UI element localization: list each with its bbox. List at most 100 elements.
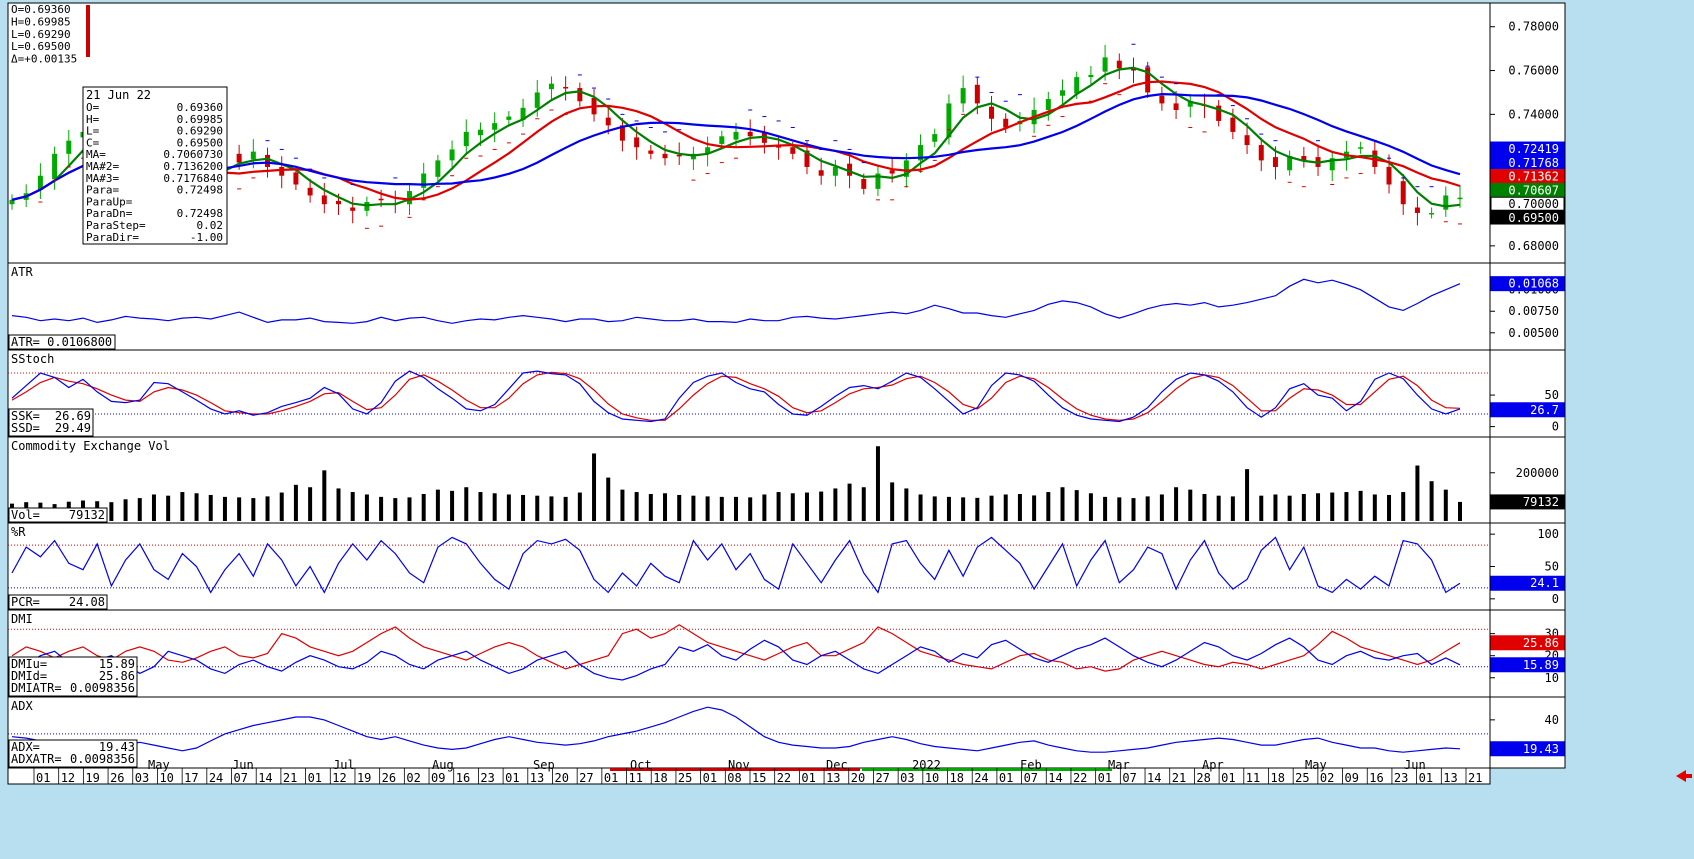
volume-bar — [961, 497, 966, 521]
time-day-label: 01 — [1098, 771, 1112, 785]
candle-body — [662, 153, 668, 159]
panel-plot-area — [7, 262, 1491, 351]
candle-body — [932, 134, 938, 142]
time-day-label: 01 — [801, 771, 815, 785]
time-month-label: Sep — [533, 758, 555, 772]
vol-readout-label: Vol= — [11, 508, 40, 522]
candle-body — [1173, 103, 1179, 110]
volume-bar — [790, 493, 795, 521]
candle-body — [1003, 118, 1009, 128]
value-tag — [1490, 169, 1565, 184]
info-box-value: 0.69500 — [177, 136, 223, 149]
time-day-label: 09 — [431, 771, 445, 785]
candle-body — [548, 83, 554, 90]
atr-line — [11, 278, 1461, 324]
time-day-label: 18 — [653, 771, 667, 785]
candle-body — [1457, 197, 1463, 200]
volume-bar — [1458, 501, 1462, 521]
time-day-label: 01 — [1419, 771, 1433, 785]
value-tag-label: 79132 — [1523, 495, 1559, 509]
time-day-label: 16 — [456, 771, 470, 785]
time-day-label: 02 — [406, 771, 420, 785]
volume-bar — [364, 494, 369, 521]
info-box-value: 0.69985 — [177, 113, 223, 126]
info-box-label: ParaDir= — [86, 231, 139, 244]
candle-body — [776, 146, 782, 148]
time-month-label: Mar — [1108, 758, 1130, 772]
sstoch-readout-value: 29.49 — [55, 421, 91, 435]
volume-bar — [293, 484, 298, 521]
time-day-label: 01 — [999, 771, 1013, 785]
candle-body — [1244, 135, 1250, 146]
value-tag-label: 0.71362 — [1508, 170, 1559, 184]
candle-body — [648, 150, 654, 154]
candle-body — [705, 147, 711, 154]
volume-bar — [1344, 492, 1349, 521]
dmi-readout-value: 15.89 — [99, 657, 135, 671]
volume-bar — [194, 493, 199, 521]
panel-plot-area — [7, 696, 1491, 769]
volume-bar — [875, 446, 880, 521]
dmi-readout-value: 25.86 — [99, 669, 135, 683]
volume-bar — [166, 495, 171, 521]
volume-bar — [535, 495, 540, 521]
time-day-label: 23 — [480, 771, 494, 785]
volume-bar — [435, 489, 440, 521]
time-axis-highlight — [610, 768, 860, 771]
value-tag-label: 0.01068 — [1508, 277, 1559, 291]
volume-bar — [1060, 487, 1065, 521]
candle-body — [250, 151, 256, 160]
candle-body — [1145, 67, 1151, 93]
time-day-label: 18 — [950, 771, 964, 785]
time-day-label: 12 — [61, 771, 75, 785]
panel-title: SStoch — [11, 352, 54, 366]
volume-bar — [237, 497, 242, 521]
volume-bar — [222, 496, 227, 521]
candle-body — [492, 123, 498, 130]
time-day-label: 01 — [505, 771, 519, 785]
ohlc-readout-line: L=0.69290 — [11, 28, 71, 41]
dmi-readout-label: DMIu= — [11, 657, 47, 671]
volume-bar — [393, 498, 398, 521]
candle-body — [307, 187, 313, 196]
time-day-label: 10 — [159, 771, 173, 785]
volume-bar — [648, 493, 653, 521]
volume-bar — [1259, 495, 1264, 521]
adx-readout-label: ADX= — [11, 740, 40, 754]
readout-box — [8, 507, 108, 523]
value-tag — [1490, 196, 1565, 211]
readout-box — [8, 594, 108, 610]
panel-title: %R — [11, 525, 26, 539]
candle-body — [1287, 156, 1293, 171]
time-day-label: 13 — [530, 771, 544, 785]
candle-body — [1258, 145, 1264, 161]
scroll-arrow-icon[interactable] — [1676, 770, 1686, 782]
volume-bar — [492, 493, 497, 521]
info-box-label: O= — [86, 101, 100, 114]
time-day-label: 01 — [604, 771, 618, 785]
candle-body — [52, 153, 58, 180]
candle-body — [577, 88, 583, 102]
value-tag-label: 0.72419 — [1508, 142, 1559, 156]
candle-body — [463, 131, 469, 147]
sstoch-readout-label: SSK= — [11, 409, 40, 423]
readout-box — [8, 739, 138, 768]
volume-bar — [989, 495, 994, 521]
info-box-value: 0.02 — [197, 219, 224, 232]
info-box-label: L= — [86, 125, 100, 138]
volume-bar — [606, 477, 611, 521]
y-tick-label: 0 — [1552, 420, 1559, 434]
candle-body — [1358, 147, 1364, 149]
dmi-up-line — [11, 637, 1461, 681]
time-day-label: 21 — [1172, 771, 1186, 785]
time-day-label: 27 — [579, 771, 593, 785]
volume-bar — [1415, 465, 1420, 521]
time-day-label: 12 — [332, 771, 346, 785]
panel-plot-area — [7, 349, 1491, 438]
volume-bar — [1159, 494, 1164, 521]
value-tag — [1490, 402, 1565, 418]
volume-bar — [1387, 494, 1392, 521]
value-tag-label: 25.86 — [1523, 636, 1559, 650]
volume-bar — [847, 483, 852, 521]
